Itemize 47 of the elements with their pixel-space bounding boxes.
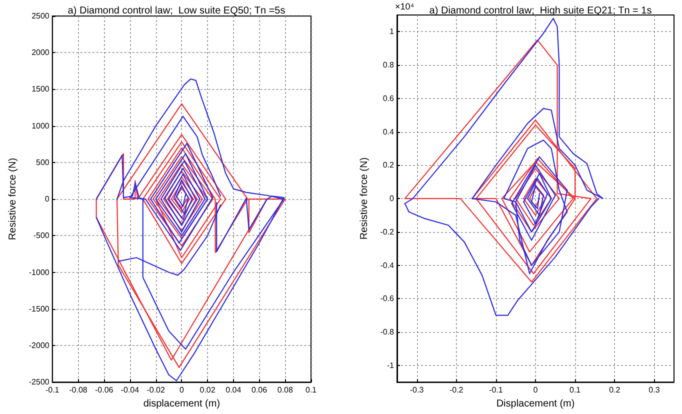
y-tick-label: 0.6 <box>382 94 395 103</box>
y-tick-label: -1500 <box>28 304 50 314</box>
y-tick-label: -0.4 <box>380 260 395 270</box>
y-tick-label: 0.4 <box>382 127 395 136</box>
x-axis-title: Displacement (m) <box>496 398 575 410</box>
chart-title: a) Diamond control law; Low suite EQ50; Tn =5s <box>68 6 286 16</box>
chart-title: a) Diamond control law; High suite EQ21; Tn = 1s <box>429 6 652 16</box>
y-tick-label: 0 <box>390 194 395 204</box>
x-tick-label: -0.08 <box>69 386 88 395</box>
x-tick-label: -0.02 <box>146 386 166 395</box>
x-tick-label: 0.1 <box>570 386 582 395</box>
x-tick-label: -0.06 <box>94 386 114 395</box>
text: ×10⁴ <box>395 2 414 12</box>
y-tick-label: 1000 <box>32 121 50 130</box>
y-tick-label: -2500 <box>28 378 50 387</box>
y-tick-label: -500 <box>33 231 50 240</box>
x-tick-label: 0.06 <box>251 386 268 395</box>
y-tick-label: 0 <box>44 194 50 204</box>
x-tick-label: -0.2 <box>449 386 464 395</box>
y-tick-label: -0.6 <box>380 294 395 304</box>
y-tick-label: -1 <box>386 360 395 370</box>
y-tick-label: -2000 <box>28 340 50 350</box>
x-tick-label: -0.1 <box>45 386 60 395</box>
x-tick-label: 0.08 <box>277 386 294 395</box>
x-tick-label: 0.04 <box>226 386 242 395</box>
y-tick-label: -0.2 <box>380 227 395 236</box>
y-tick-label: 0.8 <box>382 60 395 70</box>
x-tick-label: 0.1 <box>305 386 318 395</box>
y-tick-label: -0.8 <box>380 328 395 337</box>
x-tick-label: 0.2 <box>609 386 621 395</box>
x-axis-title: displacement (m) <box>143 398 220 410</box>
y-tick-label: 500 <box>36 158 50 167</box>
x-tick-label: 0.02 <box>200 386 216 395</box>
x-tick-label: -0.04 <box>120 386 140 395</box>
y-tick-label: 0.2 <box>382 160 395 170</box>
y-axis-title: Resistive force (N) <box>8 158 18 240</box>
x-tick-label: 0 <box>533 386 538 395</box>
y-tick-label: 1 <box>390 27 395 36</box>
y-axis-title: Resistive force (N) <box>358 157 370 240</box>
y-tick-label: 2000 <box>32 48 50 58</box>
y-tick-label: 1500 <box>32 84 50 94</box>
x-tick-label: -0.3 <box>410 386 424 395</box>
y-tick-label: 2500 <box>32 12 50 20</box>
y-tick-label: -1000 <box>28 268 50 277</box>
x-tick-label: -0.1 <box>489 386 504 395</box>
x-tick-label: 0 <box>179 386 184 395</box>
x-tick-label: 0.3 <box>648 386 660 395</box>
